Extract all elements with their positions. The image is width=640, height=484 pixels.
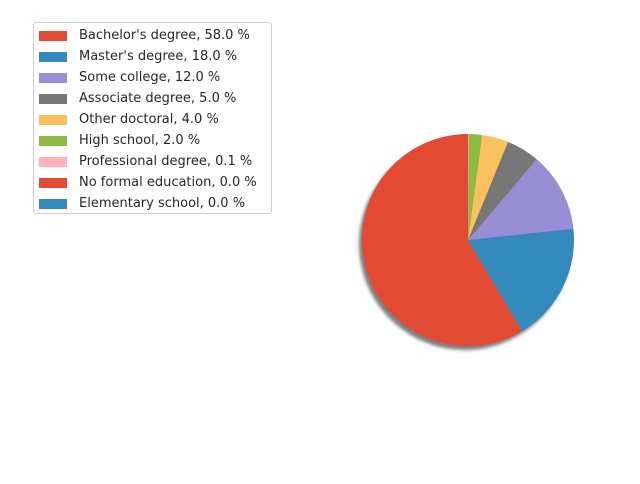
legend-label-bachelor-s-degree: Bachelor's degree, 58.0 % (79, 28, 250, 43)
pie-slices (362, 134, 574, 347)
legend-entry-other-doctoral: Other doctoral, 4.0 % (34, 109, 271, 130)
legend-swatch-associate-degree (39, 93, 67, 104)
legend-entry-high-school: High school, 2.0 % (34, 130, 271, 151)
legend-swatch-professional-degree (39, 156, 67, 167)
legend-swatch-other-doctoral (39, 114, 67, 125)
pie-slice-master-s-degree (468, 228, 574, 332)
pie-slice-associate-degree (468, 141, 537, 240)
pie-slice-other-doctoral (468, 134, 508, 240)
legend-entry-no-formal-education: No formal education, 0.0 % (34, 172, 271, 193)
pie-slice-professional-degree (468, 134, 469, 240)
legend-swatch-no-formal-education (39, 177, 67, 188)
legend-entry-elementary-school: Elementary school, 0.0 % (34, 193, 271, 214)
legend-entry-some-college: Some college, 12.0 % (34, 67, 271, 88)
legend-label-no-formal-education: No formal education, 0.0 % (79, 175, 257, 190)
pie-slice-high-school (468, 134, 483, 240)
legend-label-other-doctoral: Other doctoral, 4.0 % (79, 112, 219, 127)
legend-label-elementary-school: Elementary school, 0.0 % (79, 196, 246, 211)
legend-swatch-some-college (39, 72, 67, 83)
pie-slice-some-college (468, 159, 574, 240)
legend-swatch-master-s-degree (39, 51, 67, 62)
legend-entry-associate-degree: Associate degree, 5.0 % (34, 88, 271, 109)
legend-label-professional-degree: Professional degree, 0.1 % (79, 154, 253, 169)
legend-swatch-elementary-school (39, 198, 67, 209)
chart-legend: Bachelor's degree, 58.0 % Master's degree… (33, 22, 272, 214)
legend-label-master-s-degree: Master's degree, 18.0 % (79, 49, 238, 64)
legend-entry-professional-degree: Professional degree, 0.1 % (34, 151, 271, 172)
legend-label-high-school: High school, 2.0 % (79, 133, 201, 148)
legend-swatch-high-school (39, 135, 67, 146)
pie-slice-bachelor-s-degree (362, 134, 523, 347)
legend-entry-bachelor-s-degree: Bachelor's degree, 58.0 % (34, 25, 271, 46)
legend-label-associate-degree: Associate degree, 5.0 % (79, 91, 237, 106)
legend-entry-master-s-degree: Master's degree, 18.0 % (34, 46, 271, 67)
legend-label-some-college: Some college, 12.0 % (79, 70, 221, 85)
legend-swatch-bachelor-s-degree (39, 30, 67, 41)
